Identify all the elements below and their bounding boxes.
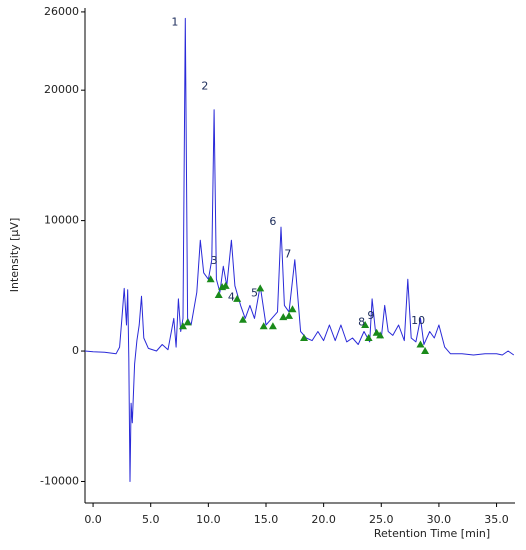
peak-marker (364, 334, 373, 341)
peak-label: 9 (367, 309, 374, 322)
x-tick-label: 35.0 (484, 513, 509, 526)
peak-marker (268, 322, 277, 330)
x-tick-label: 15.0 (254, 513, 279, 526)
peak-marker (259, 322, 268, 330)
x-tick-label: 10.0 (196, 513, 221, 526)
y-tick-label: -10000 (40, 474, 79, 487)
peak-marker (183, 318, 192, 326)
y-tick-label: 0 (72, 344, 79, 357)
peak-label: 8 (358, 315, 365, 328)
peak-label: 6 (269, 215, 276, 228)
peak-marker (206, 275, 215, 283)
peak-marker (288, 305, 297, 313)
y-tick-label: 26000 (44, 5, 79, 18)
x-tick-label: 0.0 (84, 513, 102, 526)
peak-marker (361, 320, 370, 328)
y-tick-label: 20000 (44, 83, 79, 96)
peak-marker (376, 331, 385, 339)
peak-label: 1 (171, 15, 178, 28)
y-axis-label: Intensity [µV] (8, 218, 21, 292)
peak-marker (300, 334, 309, 341)
peak-marker (256, 284, 265, 292)
peak-label: 10 (411, 314, 425, 327)
peak-marker (416, 340, 425, 348)
peak-marker (285, 311, 294, 319)
x-tick-label: 20.0 (311, 513, 336, 526)
peak-marker (221, 281, 230, 289)
peak-label: 2 (201, 79, 208, 92)
peak-label: 7 (284, 248, 291, 261)
x-tick-label: 25.0 (369, 513, 394, 526)
x-tick-label: 30.0 (427, 513, 452, 526)
peak-label: 3 (211, 254, 218, 267)
y-tick-label: 10000 (44, 214, 79, 227)
peak-marker (214, 290, 223, 298)
chromatogram-line (84, 17, 515, 482)
x-axis-label: Retention Time [min] (374, 527, 490, 540)
peak-marker (421, 347, 430, 355)
x-tick-label: 5.0 (142, 513, 160, 526)
peak-marker (238, 315, 247, 323)
peak-marker (178, 322, 187, 330)
peak-marker (279, 313, 288, 321)
peak-label: 5 (251, 287, 258, 300)
peak-label: 4 (228, 291, 235, 304)
peak-marker (233, 294, 242, 302)
